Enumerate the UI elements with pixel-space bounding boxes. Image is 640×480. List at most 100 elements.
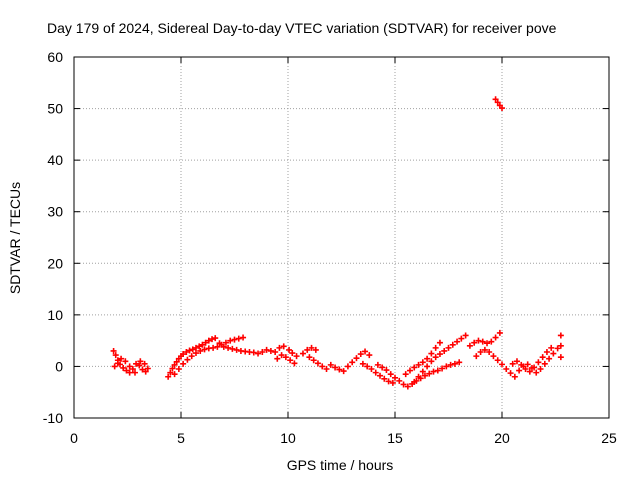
data-point: [289, 350, 296, 357]
data-point: [550, 350, 557, 357]
data-point: [131, 369, 138, 376]
data-point: [274, 355, 281, 362]
data-point: [451, 360, 458, 367]
data-point: [336, 366, 343, 373]
data-point: [507, 370, 514, 377]
data-point: [424, 363, 431, 370]
data-point: [312, 346, 319, 353]
data-point: [175, 366, 182, 373]
data-point: [392, 374, 398, 381]
data-point: [366, 352, 373, 359]
data-point: [511, 373, 518, 380]
data-point: [225, 344, 232, 351]
data-point: [299, 350, 306, 357]
data-point: [449, 341, 456, 348]
data-point: [488, 338, 495, 345]
data-point: [533, 369, 540, 376]
data-point: [454, 338, 461, 345]
data-point: [142, 368, 149, 375]
data-point: [306, 354, 313, 361]
data-point: [196, 343, 203, 350]
data-point: [353, 355, 360, 362]
data-point: [291, 360, 298, 367]
data-point: [293, 353, 300, 360]
data-point: [111, 363, 118, 370]
data-point: [428, 350, 435, 357]
data-point: [484, 340, 491, 347]
data-point: [479, 338, 486, 345]
data-point: [432, 344, 439, 351]
data-point: [188, 353, 195, 360]
data-point: [543, 348, 550, 355]
data-point: [481, 346, 488, 353]
data-point: [424, 355, 431, 362]
data-point: [389, 379, 396, 386]
data-point: [227, 337, 234, 344]
data-point: [209, 336, 216, 343]
data-point: [233, 346, 240, 353]
data-point: [411, 364, 418, 371]
data-point: [183, 348, 190, 355]
data-point: [486, 348, 493, 355]
plot-frame: [73, 56, 610, 419]
data-point: [496, 329, 503, 336]
data-point: [492, 334, 499, 341]
data-point: [524, 361, 531, 368]
data-point: [304, 346, 311, 353]
y-tick-label: 10: [47, 307, 63, 323]
data-point: [180, 360, 187, 367]
data-point: [396, 377, 403, 384]
data-point: [136, 362, 143, 369]
data-point: [557, 342, 564, 349]
data-point: [362, 348, 369, 355]
data-point: [167, 369, 174, 376]
data-point: [240, 334, 247, 341]
data-point: [205, 337, 212, 344]
data-point: [441, 347, 448, 354]
data-point: [546, 355, 553, 362]
data-point: [443, 363, 450, 370]
data-point: [267, 347, 274, 354]
data-point: [340, 368, 347, 375]
data-point: [537, 366, 544, 373]
data-point: [344, 363, 351, 370]
data-point: [202, 339, 209, 346]
data-point: [278, 352, 285, 359]
data-point: [426, 370, 433, 377]
data-point: [364, 363, 371, 370]
data-point: [122, 358, 129, 365]
x-axis-label: GPS time / hours: [287, 457, 394, 473]
data-point: [171, 361, 178, 368]
data-point: [411, 378, 418, 385]
data-point: [314, 360, 321, 367]
data-point: [499, 105, 505, 112]
data-point: [379, 364, 386, 371]
data-point: [445, 344, 452, 351]
data-point: [535, 359, 542, 366]
data-point: [186, 347, 193, 354]
data-point: [541, 360, 548, 367]
data-point: [477, 348, 484, 355]
data-point: [554, 345, 561, 352]
data-point: [456, 359, 463, 366]
data-point: [120, 364, 127, 371]
data-point: [287, 357, 294, 364]
x-tick-label: 20: [494, 430, 510, 446]
data-point: [126, 369, 133, 376]
data-point: [222, 339, 229, 346]
data-point: [490, 353, 497, 360]
data-point: [513, 358, 520, 365]
data-point: [332, 364, 339, 371]
data-point: [374, 361, 381, 368]
data-point: [323, 366, 330, 373]
data-point: [229, 345, 236, 352]
data-point: [499, 361, 505, 368]
data-point: [494, 99, 501, 106]
data-point: [319, 363, 326, 370]
data-point: [383, 367, 390, 374]
x-tick-label: 15: [387, 430, 403, 446]
data-point: [123, 367, 130, 374]
data-point: [214, 343, 221, 350]
